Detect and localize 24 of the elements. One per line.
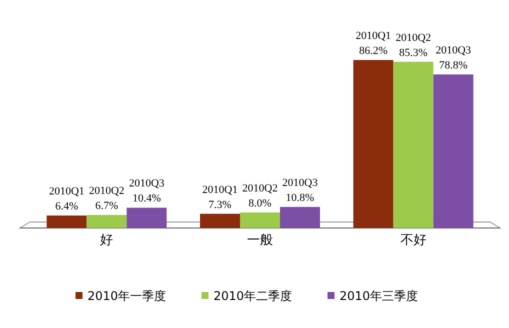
bar [393,62,434,228]
bar [240,212,280,228]
data-label: 2010Q2 8.0% [242,182,278,210]
bar [200,214,240,228]
x-tick-label: 一般 [247,232,273,247]
legend-label: 2010年一季度 [88,289,166,303]
data-label: 2010Q3 78.8% [436,44,472,72]
bar [433,74,474,228]
data-label: 2010Q1 86.2% [356,30,392,57]
bar [353,60,394,228]
bar [126,208,167,228]
legend-label: 2010年二季度 [214,289,292,303]
x-tick-label: 不好 [400,232,426,247]
data-label: 2010Q3 10.8% [282,176,318,204]
bar [86,214,127,228]
data-label: 2010Q1 6.4% [48,186,84,213]
data-label: 2010Q2 6.7% [88,184,124,212]
bar [46,216,87,228]
bar [280,206,320,228]
data-label: 2010Q2 85.3% [396,32,432,59]
legend-label: 2010年三季度 [340,289,418,303]
data-label: 2010Q3 10.4% [128,178,165,205]
x-tick-label: 好 [100,232,114,247]
data-label: 2010Q1 7.3% [202,184,238,211]
